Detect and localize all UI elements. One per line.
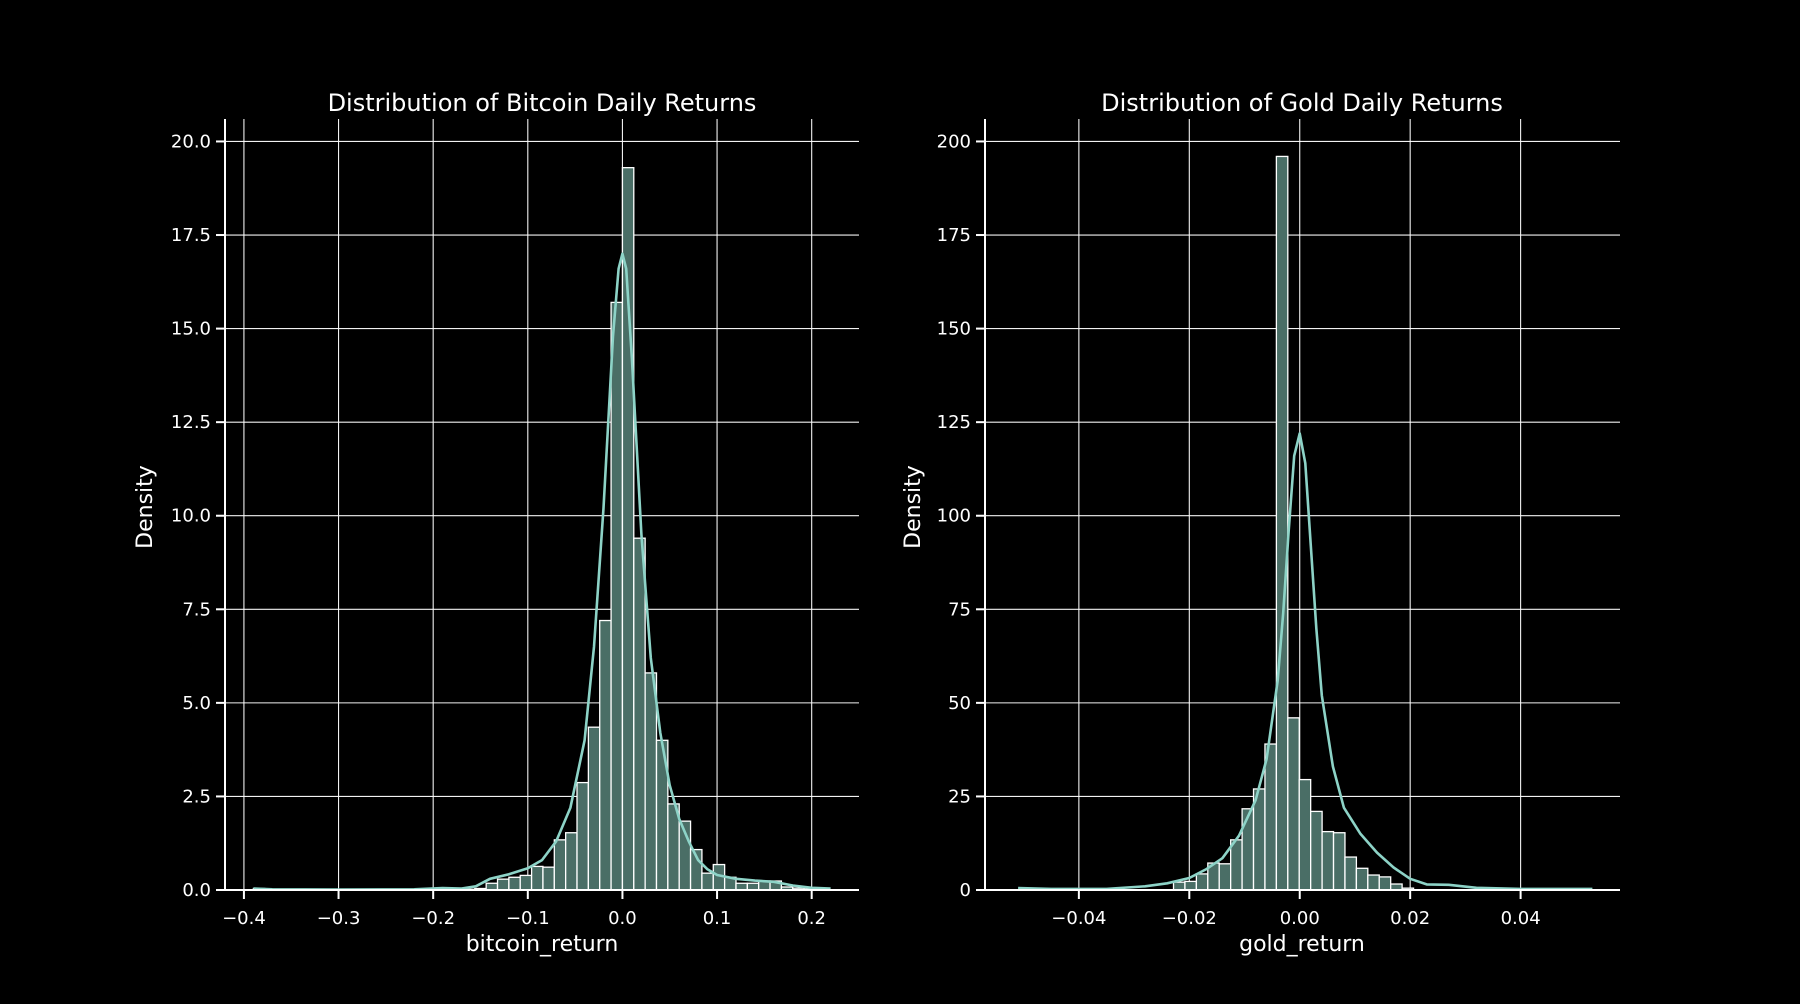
histogram-bar: [735, 882, 748, 891]
gold-kde-curve: [1018, 432, 1593, 891]
histogram-bar: [1378, 876, 1392, 891]
y-tick-label: 50: [948, 693, 971, 714]
histogram-bar: [485, 882, 499, 891]
bitcoin-histogram-bars: [252, 167, 828, 891]
histogram-bar: [633, 537, 646, 891]
histogram-bar: [1310, 810, 1323, 891]
y-tick-label: 100: [937, 506, 971, 527]
bitcoin-axes: 0.0 2.5 5.0 7.5 10.0 12.5 15.0 17.5 20.0 −0.4 −0.3…: [171, 119, 859, 929]
histogram-bar: [1218, 863, 1232, 891]
y-tick-label: 20.0: [171, 131, 211, 152]
histogram-bar: [1184, 880, 1198, 891]
histogram-bar: [496, 878, 510, 891]
y-tick-label: 0: [960, 880, 971, 901]
x-tick-label: −0.02: [1162, 908, 1217, 929]
histogram-bar: [542, 866, 555, 891]
x-tick-label: 0.2: [797, 908, 826, 929]
histogram-bar: [530, 865, 544, 891]
histogram-bar: [1367, 874, 1380, 891]
x-tick-label: −0.2: [411, 908, 455, 929]
histogram-bar: [610, 301, 624, 891]
bitcoin-returns-panel: Distribution of Bitcoin Daily Returns bi…: [133, 89, 859, 957]
bitcoin-x-axis-label: bitcoin_return: [466, 932, 619, 957]
gold-y-axis-label: Density: [901, 465, 926, 549]
histogram-bar: [621, 167, 635, 891]
bitcoin-chart-title: Distribution of Bitcoin Daily Returns: [328, 89, 757, 117]
histogram-bar: [1275, 155, 1289, 891]
y-tick-label: 12.5: [171, 412, 211, 433]
x-tick-label: −0.04: [1051, 908, 1106, 929]
gold-chart-title: Distribution of Gold Daily Returns: [1101, 89, 1503, 117]
histogram-bar: [587, 726, 601, 891]
y-tick-label: 0.0: [182, 880, 211, 901]
gold-returns-panel: Distribution of Gold Daily Returns gold_…: [901, 89, 1620, 957]
histogram-bar: [565, 832, 578, 891]
histogram-bar: [1264, 743, 1278, 891]
histogram-bar: [576, 781, 590, 891]
histogram-bar: [746, 882, 760, 891]
y-tick-label: 125: [937, 412, 971, 433]
y-tick-label: 200: [937, 131, 971, 152]
histogram-bar: [701, 872, 714, 891]
gold-gridlines: [985, 119, 1620, 891]
x-tick-label: 0.04: [1501, 908, 1541, 929]
bitcoin-gridlines: [225, 119, 859, 891]
histogram-bar: [1344, 856, 1358, 891]
histogram-bar: [553, 839, 567, 891]
histogram-bar: [1252, 788, 1266, 891]
histogram-bar: [1321, 830, 1335, 891]
y-tick-label: 2.5: [182, 786, 211, 807]
x-tick-label: −0.4: [222, 908, 266, 929]
y-tick-label: 175: [937, 225, 971, 246]
y-tick-label: 75: [948, 599, 971, 620]
gold-x-axis-label: gold_return: [1239, 932, 1365, 957]
y-tick-label: 10.0: [171, 506, 211, 527]
histogram-bar: [1287, 717, 1300, 891]
x-tick-label: 0.0: [608, 908, 637, 929]
x-tick-label: −0.1: [506, 908, 550, 929]
histogram-bar: [644, 672, 658, 891]
histogram-bar: [1195, 873, 1209, 891]
x-tick-label: 0.00: [1280, 908, 1320, 929]
histogram-bar: [1172, 881, 1186, 891]
y-tick-label: 5.0: [182, 693, 211, 714]
kde-line: [1018, 432, 1593, 891]
histogram-bar: [508, 876, 521, 891]
histogram-bar: [1298, 778, 1312, 891]
y-tick-label: 150: [937, 319, 971, 340]
x-tick-label: 0.02: [1390, 908, 1430, 929]
y-tick-label: 17.5: [171, 225, 211, 246]
y-tick-label: 15.0: [171, 319, 211, 340]
histogram-bar: [1241, 808, 1255, 891]
histogram-bar: [1355, 867, 1369, 891]
histogram-bar: [1230, 839, 1243, 891]
histogram-bar: [519, 874, 533, 891]
bitcoin-kde-curve: [253, 252, 831, 891]
y-tick-label: 7.5: [182, 599, 211, 620]
histogram-bar: [1332, 832, 1346, 891]
gold-histogram-bars: [1172, 155, 1415, 891]
bitcoin-y-axis-label: Density: [133, 465, 158, 549]
x-tick-label: −0.3: [317, 908, 361, 929]
gold-axes: 0 25 50 75 100 125 150 175 200 −0.04 −0.02 0.00 0.02…: [937, 119, 1620, 929]
x-tick-label: 0.1: [703, 908, 732, 929]
y-tick-label: 25: [948, 786, 971, 807]
histogram-bar: [599, 619, 612, 891]
kde-line: [253, 252, 831, 891]
